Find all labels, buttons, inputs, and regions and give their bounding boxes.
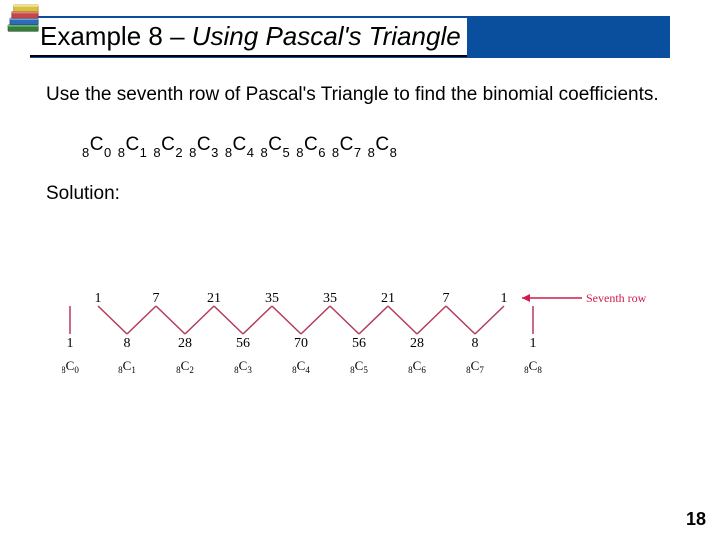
svg-text:28: 28 [410,336,424,351]
binomial-term: 8C0 [82,134,112,155]
binomial-coefficients-list: 8C0 8C18C2 8C3 8C4 8C58C6 8C7 8C8 [82,134,666,158]
svg-text:8C3: 8C3 [234,358,252,375]
title-bar: Example 8 – Using Pascal's Triangle [30,16,670,58]
svg-text:21: 21 [207,292,221,306]
svg-text:56: 56 [236,336,250,351]
svg-text:1: 1 [95,292,102,306]
svg-text:28: 28 [178,336,192,351]
slide-title: Example 8 – Using Pascal's Triangle [30,18,467,57]
svg-text:8C2: 8C2 [176,358,194,375]
binomial-term: 8C3 [189,134,219,155]
svg-text:Seventh row: Seventh row [586,292,647,305]
binomial-term: 8C8 [368,134,398,155]
svg-text:8C7: 8C7 [466,358,484,375]
problem-prompt: Use the seventh row of Pascal's Triangle… [46,82,666,108]
binomial-term: 8C2 [153,134,183,155]
content-body: Use the seventh row of Pascal's Triangle… [46,82,666,205]
solution-label: Solution: [46,183,666,205]
binomial-term: 8C7 [332,134,362,155]
svg-text:35: 35 [323,292,337,306]
svg-text:8C4: 8C4 [292,358,310,375]
binomial-term: 8C1 [118,134,148,155]
books-icon [6,4,44,36]
svg-text:35: 35 [265,292,279,306]
binomial-term: 8C5 [261,134,291,155]
binomial-term: 8C6 [296,134,326,155]
svg-text:1: 1 [530,336,537,351]
svg-text:70: 70 [294,336,308,351]
svg-text:8C5: 8C5 [350,358,368,375]
title-prefix: Example 8 – [40,21,192,51]
svg-text:8C0: 8C0 [62,358,79,375]
svg-text:1: 1 [67,336,74,351]
page-number: 18 [686,509,706,530]
svg-text:8C8: 8C8 [524,358,542,375]
title-italic: Using Pascal's Triangle [192,21,461,51]
binomial-term: 8C4 [225,134,255,155]
svg-text:8: 8 [124,336,131,351]
pascal-diagram: 1 7 21 35 35 21 7 1 1 8 28 56 70 56 28 8 1 8C0 8C1 8C2 8C3 8C… [62,292,658,402]
svg-text:21: 21 [381,292,395,306]
svg-text:8: 8 [472,336,479,351]
svg-text:56: 56 [352,336,366,351]
svg-text:7: 7 [443,292,450,306]
svg-text:8C6: 8C6 [408,358,426,375]
svg-text:7: 7 [153,292,160,306]
svg-text:8C1: 8C1 [118,358,136,375]
svg-text:1: 1 [501,292,508,306]
